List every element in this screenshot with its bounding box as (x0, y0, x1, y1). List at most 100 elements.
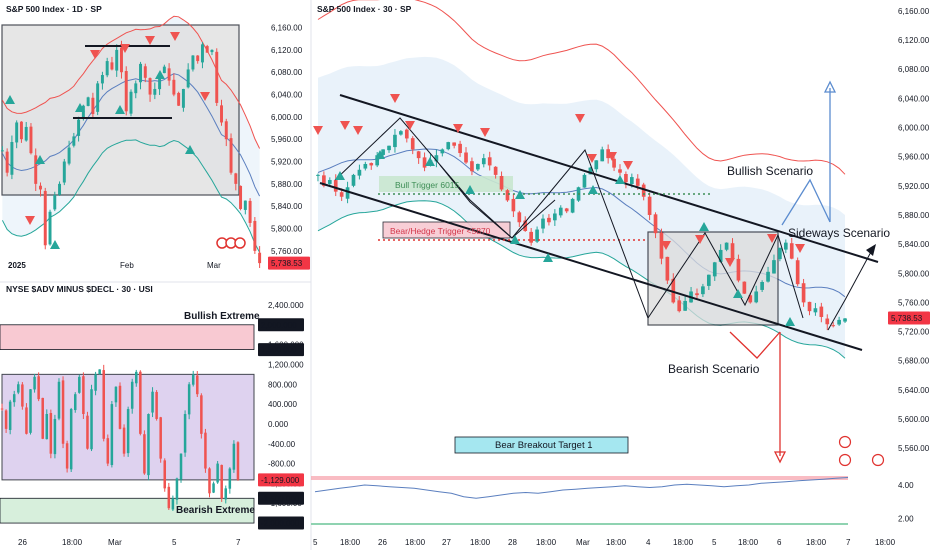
daily-x-tick-label: Feb (120, 261, 134, 270)
wave-path-3 (647, 232, 804, 319)
bearish-scenario-label: Bearish Scenario (668, 362, 760, 376)
intraday-candle (547, 217, 551, 223)
breadth-candle (25, 407, 28, 434)
sideways-arrow-path (827, 249, 873, 331)
daily-sell-marker (90, 50, 100, 59)
breadth-candle (159, 417, 162, 459)
breadth-candle (110, 404, 114, 466)
breadth-chart[interactable]: -2,000.00-1,600.00-1,200.00-800.00-400.0… (0, 301, 304, 547)
daily-candle (196, 55, 200, 62)
daily-buy-marker (35, 155, 45, 164)
daily-candle (48, 211, 52, 245)
daily-y-tick-label: 5,920.00 (271, 158, 303, 167)
intraday-candle (837, 319, 841, 325)
intraday-candle (677, 300, 682, 312)
daily-candle (105, 61, 109, 76)
intraday-sell-marker (453, 124, 463, 133)
intraday-candle (493, 166, 498, 175)
breadth-level-badge-bg (258, 473, 304, 487)
intraday-candle (487, 157, 492, 166)
lightning-event-icon (838, 435, 852, 449)
intraday-candle (422, 157, 427, 168)
bearish-arrow-head (773, 451, 787, 464)
intraday-candle (724, 242, 729, 250)
intraday-last-price-badge-bg (888, 311, 930, 325)
intraday-candle (416, 151, 421, 159)
breadth-chart-title: NYSE $ADV MINUS $DECL · 30 · USI (6, 284, 153, 294)
intraday-buy-marker (515, 190, 525, 199)
intraday-y-tick-label: 6,040.00 (898, 94, 930, 103)
breadth-level-badge-bg (258, 318, 304, 332)
daily-buy-marker (185, 145, 195, 154)
breadth-candle (183, 414, 187, 453)
breadth-candle (204, 432, 207, 469)
intraday-sell-marker (767, 234, 777, 243)
breadth-candle (29, 389, 32, 433)
breadth-y-tick-label: -800.00 (268, 460, 296, 469)
intraday-x-tick-label: 18:00 (806, 538, 827, 547)
intraday-candle (665, 256, 670, 281)
intraday-candle (570, 198, 575, 213)
intraday-candle (399, 131, 403, 135)
daily-candle (100, 75, 104, 84)
daily-candle (10, 142, 14, 175)
daily-chart[interactable]: 5,760.00 5,800.00 5,840.00 5,880.00 5,920.00… (0, 15, 310, 270)
daily-sell-marker (25, 216, 35, 225)
intraday-candle (618, 169, 622, 173)
intraday-candle (671, 278, 676, 303)
intraday-candle (470, 161, 474, 172)
breadth-candle (61, 380, 65, 444)
intraday-chart[interactable]: 5,560.00 5,600.00 5,640.00 5,680.00 5,720.00… (313, 0, 930, 547)
daily-candle (62, 161, 66, 183)
intraday-y-tick-label: 5,920.00 (898, 182, 930, 191)
breadth-x-tick-label: 7 (236, 538, 241, 547)
daily-candle (5, 151, 9, 173)
intraday-last-price-badge: 5,738.53 (891, 314, 923, 323)
daily-candle (39, 185, 42, 190)
daily-candle (134, 83, 138, 94)
breadth-level-badge: -1,129.000 (261, 476, 300, 485)
intraday-sell-marker (623, 161, 633, 170)
breadth-candle (126, 409, 130, 454)
daily-candle (86, 97, 90, 106)
bear-breakout-target-box (454, 436, 629, 454)
intraday-buy-marker (425, 157, 435, 166)
daily-candle (110, 62, 114, 70)
bear-breakout-target-label: Bear Breakout Target 1 (495, 440, 593, 451)
sideways-arrow-head (866, 244, 876, 256)
intraday-sell-marker (661, 241, 671, 250)
intraday-candle (653, 214, 658, 234)
oscillator-chart[interactable]: 2.00 4.00 (311, 476, 914, 525)
daily-candle (215, 51, 219, 103)
intraday-sell-marker (405, 121, 415, 130)
breadth-candle (179, 453, 183, 480)
intraday-buy-marker (733, 289, 743, 298)
intraday-candle (322, 175, 326, 186)
daily-y-tick-label: 6,160.00 (271, 24, 303, 33)
daily-candle (139, 63, 143, 83)
daily-candle (153, 88, 157, 95)
daily-candle (200, 44, 204, 63)
intraday-chart-title: S&P 500 Index · 30 · SP (317, 4, 412, 14)
intraday-candle (558, 207, 563, 216)
daily-y-tick-label: 6,000.00 (271, 113, 303, 122)
daily-event-flag-icon (234, 237, 246, 249)
intraday-candle (381, 149, 385, 155)
daily-sell-marker (170, 32, 180, 41)
bullish-extreme-label: Bullish Extreme (184, 311, 260, 322)
intraday-candle (683, 300, 687, 311)
breadth-y-tick-label: -400.00 (268, 440, 296, 449)
daily-candle (234, 173, 238, 184)
breadth-candle (33, 376, 36, 390)
breadth-candle (224, 488, 228, 500)
intraday-candle (766, 271, 770, 282)
breadth-candle (57, 381, 61, 419)
daily-mid-line (1, 73, 261, 197)
daily-candle (81, 105, 85, 119)
intraday-candle (375, 155, 380, 166)
breadth-candle (171, 498, 175, 510)
intraday-y-tick-label: 5,840.00 (898, 240, 930, 249)
intraday-buy-marker (465, 185, 475, 194)
intraday-candle (772, 260, 776, 274)
intraday-x-tick-label: 18:00 (536, 538, 557, 547)
